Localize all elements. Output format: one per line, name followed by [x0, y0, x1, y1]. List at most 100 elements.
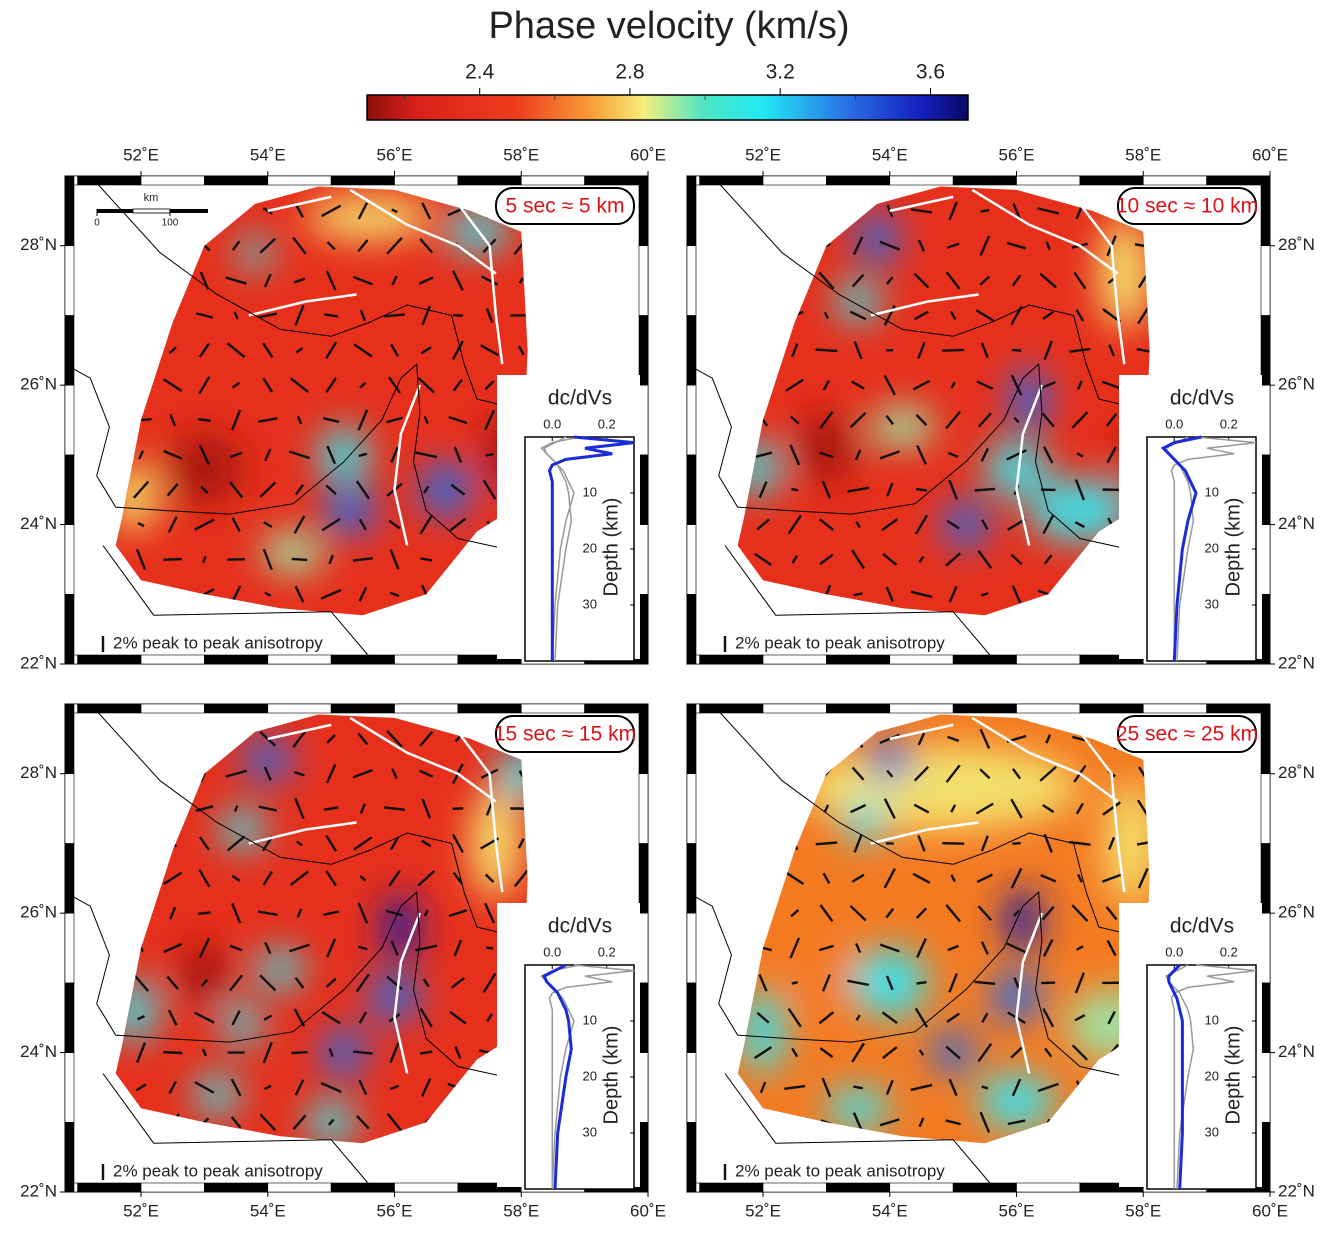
figure-title: Phase velocity (km/s): [488, 5, 849, 47]
anisotropy-bar: [942, 843, 964, 844]
frame-ribbon: [65, 774, 74, 844]
frame-ribbon: [1261, 385, 1270, 455]
kernel-x-tick-label: 0.2: [598, 416, 616, 431]
frame-ribbon: [1261, 1053, 1270, 1123]
frame-ribbon: [890, 704, 953, 713]
lon-tick-label: 52˚E: [123, 145, 159, 164]
kernel-y-tick-label: 20: [1205, 1068, 1219, 1083]
lon-tick-label: 54˚E: [872, 1201, 908, 1220]
frame-ribbon: [78, 704, 141, 713]
frame-ribbon: [1017, 176, 1080, 185]
anisotropy-bar: [453, 808, 464, 809]
anomaly: [944, 500, 988, 549]
anomaly: [979, 1073, 1055, 1129]
anisotropy-bar: [486, 947, 493, 948]
kernel-y-tick-label: 10: [1205, 484, 1219, 499]
kernel-title: dc/dVs: [548, 915, 612, 938]
lon-tick-label: 58˚E: [1125, 1201, 1161, 1220]
frame-ribbon: [639, 774, 648, 844]
frame-ribbon: [1261, 774, 1270, 844]
frame-ribbon: [1261, 983, 1270, 1053]
frame-ribbon: [687, 594, 696, 664]
frame-ribbon: [687, 983, 696, 1053]
kernel-title: dc/dVs: [548, 387, 612, 410]
lat-tick-label: 28˚N: [1278, 235, 1315, 254]
frame-ribbon: [458, 176, 521, 185]
frame-ribbon: [78, 655, 141, 664]
anisotropy-legend: 2% peak to peak anisotropy: [113, 633, 323, 652]
kernel-y-tick-label: 20: [583, 1068, 597, 1083]
lon-tick-label: 56˚E: [377, 145, 413, 164]
colorbar-tick-label: 3.6: [916, 61, 945, 84]
colorbar: [367, 95, 968, 120]
colorbar-tick-label: 2.4: [465, 61, 495, 84]
frame-ribbon: [78, 1183, 141, 1192]
lon-tick-label: 60˚E: [630, 1201, 666, 1220]
frame-ribbon: [639, 704, 648, 774]
frame-ribbon: [141, 655, 204, 664]
frame-ribbon: [763, 176, 826, 185]
frame-ribbon: [1261, 176, 1270, 246]
frame-ribbon: [826, 655, 889, 664]
frame-ribbon: [687, 176, 696, 246]
frame-ribbon: [65, 843, 74, 913]
anisotropy-bar: [975, 489, 995, 491]
frame-ribbon: [890, 1183, 953, 1192]
frame-ribbon: [639, 843, 648, 913]
kernel-x-tick-label: 0.2: [1220, 416, 1238, 431]
anomaly: [306, 197, 433, 239]
anisotropy-bar: [1041, 983, 1055, 984]
scale-bar-label: 100: [162, 218, 179, 229]
lon-tick-label: 60˚E: [1252, 145, 1288, 164]
frame-ribbon: [700, 176, 763, 185]
frame-ribbon: [1261, 594, 1270, 664]
anisotropy-bar: [916, 982, 926, 983]
anisotropy-legend: 2% peak to peak anisotropy: [735, 633, 945, 652]
lat-tick-label: 26˚N: [20, 903, 57, 922]
frame-ribbon: [639, 176, 648, 246]
anomaly: [871, 406, 934, 448]
frame-ribbon: [268, 704, 331, 713]
anisotropy-bar: [291, 1052, 307, 1053]
anisotropy-bar: [981, 210, 989, 212]
anisotropy-bar: [1012, 350, 1021, 351]
frame-ribbon: [687, 246, 696, 316]
lat-tick-label: 26˚N: [20, 375, 57, 394]
lon-tick-label: 56˚E: [999, 1201, 1035, 1220]
kernel-title: dc/dVs: [1170, 915, 1234, 938]
frame-ribbon: [331, 176, 394, 185]
frame-ribbon: [687, 455, 696, 525]
period-label: 10 sec ≈ 10 km: [1116, 195, 1258, 218]
kernel-y-tick-label: 10: [583, 484, 597, 499]
frame-ribbon: [639, 315, 648, 385]
frame-ribbon: [687, 525, 696, 595]
frame-ribbon: [65, 176, 74, 246]
kernel-y-tick-label: 20: [1205, 540, 1219, 555]
frame-ribbon: [687, 843, 696, 913]
kernel-y-tick-label: 30: [583, 1124, 597, 1139]
frame-ribbon: [331, 655, 394, 664]
frame-ribbon: [268, 176, 331, 185]
kernel-x-tick-label: 0.0: [543, 416, 561, 431]
frame-ribbon: [204, 655, 267, 664]
frame-ribbon: [65, 315, 74, 385]
anisotropy-bar: [792, 982, 798, 983]
period-label: 5 sec ≈ 5 km: [506, 195, 625, 218]
kernel-title: dc/dVs: [1170, 387, 1234, 410]
kernel-y-label: Depth (km): [1222, 498, 1244, 597]
frame-ribbon: [395, 655, 458, 664]
anomaly: [166, 434, 242, 504]
lon-tick-label: 58˚E: [503, 1201, 539, 1220]
frame-ribbon: [687, 774, 696, 844]
frame-ribbon: [65, 1122, 74, 1192]
frame-ribbon: [700, 704, 763, 713]
anisotropy-bar: [198, 419, 211, 421]
frame-ribbon: [65, 594, 74, 664]
frame-ribbon: [65, 913, 74, 983]
frame-ribbon: [141, 704, 204, 713]
anomaly: [223, 1004, 261, 1046]
anomaly: [325, 486, 376, 535]
frame-ribbon: [204, 176, 267, 185]
